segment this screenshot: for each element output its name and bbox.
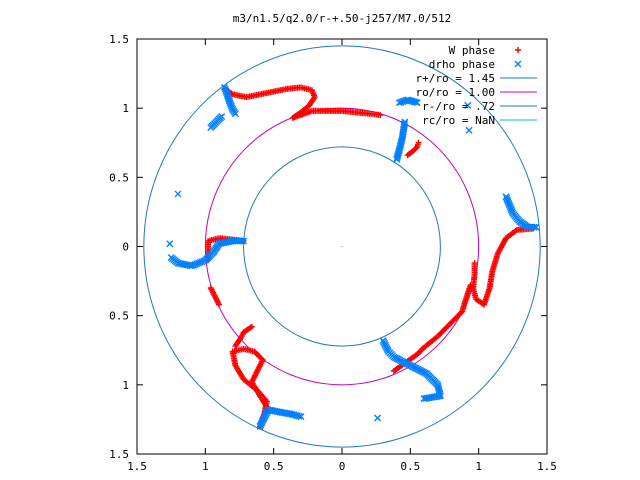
x-tick-label: 0.5 bbox=[264, 460, 284, 473]
circle-rro bbox=[243, 146, 441, 347]
w-phase-point bbox=[377, 112, 384, 119]
drho-phase-point bbox=[465, 126, 473, 134]
drho-phase-point bbox=[413, 99, 421, 107]
drho-phase-point bbox=[238, 237, 246, 245]
chart-title: m3/n1.5/q2.0/r-+.50-j257/M7.0/512 bbox=[233, 12, 452, 25]
legend-label: r-/ro = .72 bbox=[422, 100, 495, 113]
y-tick-label: 1.5 bbox=[109, 33, 129, 46]
x-tick-label: 1 bbox=[475, 460, 482, 473]
drho-phase-point bbox=[174, 190, 182, 198]
legend-cross-sample bbox=[514, 60, 522, 68]
axis-ticks: 1.5 1 0.5 0 0.5 1 1.51.510.500.511.5 bbox=[109, 33, 557, 473]
drho-phase-point bbox=[231, 110, 239, 118]
legend-label: W phase bbox=[449, 44, 495, 57]
legend-label: r+/ro = 1.45 bbox=[416, 72, 495, 85]
y-tick-label: 1 bbox=[122, 379, 129, 392]
drho-phase-point bbox=[412, 98, 420, 106]
series-w-phase bbox=[205, 84, 537, 430]
circle-rro bbox=[143, 45, 541, 448]
legend-label: ro/ro = 1.00 bbox=[416, 86, 495, 99]
y-tick-label: 0.5 bbox=[109, 310, 129, 323]
x-tick-label: 0 bbox=[339, 460, 346, 473]
x-tick-label: 1 bbox=[202, 460, 209, 473]
drho-phase-point bbox=[297, 413, 305, 421]
drho-phase-point bbox=[393, 154, 401, 162]
w-phase-point bbox=[390, 368, 397, 374]
w-phase-point bbox=[471, 260, 478, 267]
drho-phase-point bbox=[502, 193, 510, 201]
y-tick-label: 1 bbox=[122, 102, 129, 115]
x-tick-label: 0.5 bbox=[400, 460, 420, 473]
drho-phase-point bbox=[218, 112, 226, 120]
w-phase-point bbox=[404, 152, 411, 159]
drho-phase-point bbox=[464, 101, 472, 109]
drho-phase-point bbox=[295, 412, 303, 420]
w-phase-point bbox=[207, 285, 214, 291]
y-tick-label: 0.5 bbox=[109, 171, 129, 184]
origin-mark bbox=[341, 246, 343, 247]
w-phase-point bbox=[232, 343, 239, 350]
y-tick-label: 0 bbox=[122, 241, 129, 254]
data-series bbox=[166, 83, 540, 430]
legend-plus-sample bbox=[515, 47, 521, 53]
x-tick-label: 1.5 bbox=[127, 460, 147, 473]
drho-phase-point bbox=[240, 237, 248, 245]
drho-phase-point bbox=[166, 240, 174, 248]
series-drho-phase bbox=[166, 83, 540, 430]
drho-phase-point bbox=[374, 414, 382, 422]
drho-phase-point bbox=[393, 155, 401, 163]
legend-label: drho phase bbox=[429, 58, 495, 71]
drho-phase-point bbox=[420, 395, 428, 403]
x-tick-label: 1.5 bbox=[537, 460, 557, 473]
legend-label: rc/ro = NaN bbox=[422, 114, 495, 127]
drho-phase-point bbox=[422, 394, 430, 402]
y-tick-label: 1.5 bbox=[109, 448, 129, 461]
